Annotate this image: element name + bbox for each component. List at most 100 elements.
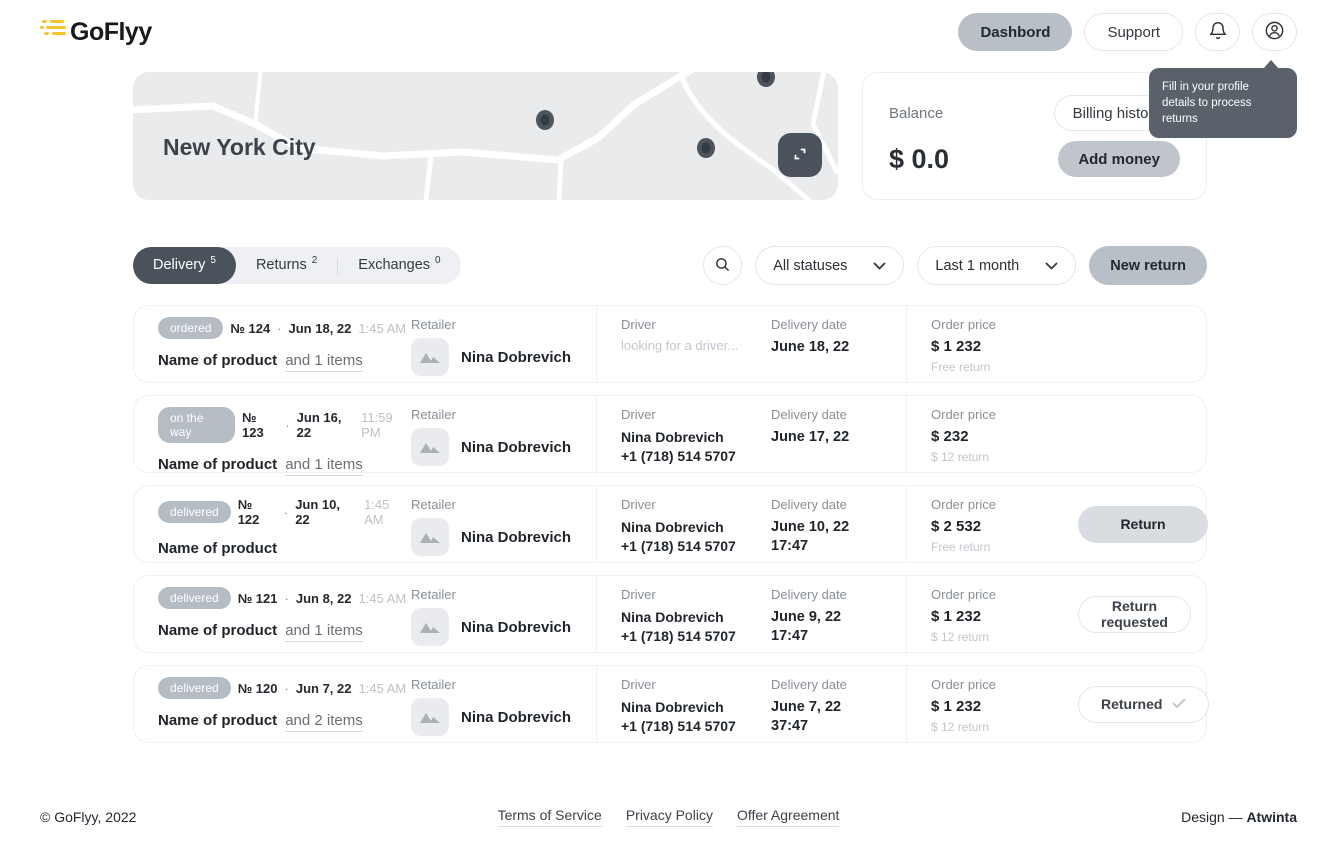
image-placeholder-icon [420, 707, 440, 728]
return-action-button[interactable]: Return [1078, 506, 1208, 543]
order-price-label: Order price [931, 407, 1078, 422]
order-summary-col: delivered № 121 · Jun 8, 22 1:45 AM Name… [158, 576, 411, 652]
order-price-col: Order price $ 1 232 $ 12 return [906, 576, 1078, 652]
delivery-date-value: June 17, 22 [771, 428, 906, 447]
retailer-col: Retailer Nina Dobrevich [411, 396, 596, 476]
driver-label: Driver [621, 317, 771, 332]
map-city-label: New York City [163, 134, 316, 161]
status-select[interactable]: All statuses [755, 246, 904, 285]
return-note: $ 12 return [931, 720, 1078, 734]
driver-phone: +1 (718) 514 5707 [621, 717, 771, 736]
delivery-date-col: Delivery date June 17, 22 [771, 396, 906, 476]
tab-delivery-label: Delivery [153, 247, 205, 284]
return-action-button[interactable]: Returned [1078, 686, 1209, 723]
retailer-avatar [411, 518, 449, 556]
order-price-value: $ 1 232 [931, 698, 1078, 715]
map-card[interactable]: New York City [133, 72, 838, 200]
driver-col: Driver Nina Dobrevich +1 (718) 514 5707 [596, 666, 771, 742]
offer-agreement-link[interactable]: Offer Agreement [737, 807, 839, 827]
delivery-date-value: June 18, 22 [771, 338, 906, 357]
delivery-date-value: June 10, 22 [771, 518, 906, 537]
tab-delivery[interactable]: Delivery5 [133, 247, 236, 284]
image-placeholder-icon [420, 347, 440, 368]
order-time: 11:59 PM [361, 410, 411, 440]
order-price-col: Order price $ 2 532 Free return [906, 486, 1078, 562]
profile-tooltip: Fill in your profile details to process … [1149, 68, 1297, 138]
new-return-button[interactable]: New return [1089, 246, 1207, 285]
retailer-col: Retailer Nina Dobrevich [411, 486, 596, 562]
tab-returns[interactable]: Returns2 [236, 247, 337, 284]
action-col: Return requested [1078, 576, 1191, 652]
order-date-separator: · [284, 505, 288, 520]
product-items-link[interactable]: and 1 items [285, 622, 363, 642]
order-number: № 122 [238, 497, 277, 527]
profile-icon [1264, 20, 1285, 44]
order-date-separator: · [277, 321, 281, 336]
order-date: Jun 16, 22 [297, 410, 354, 440]
order-number: № 124 [230, 321, 270, 336]
order-price-label: Order price [931, 497, 1078, 512]
header: GoFlyy Dashbord Support [0, 0, 1340, 56]
tab-exchanges-label: Exchanges [358, 247, 430, 284]
retailer-name: Nina Dobrevich [461, 439, 571, 456]
order-price-col: Order price $ 1 232 $ 12 return [906, 666, 1078, 742]
order-summary-col: on the way № 123 · Jun 16, 22 11:59 PM N… [158, 396, 411, 476]
image-placeholder-icon [420, 527, 440, 548]
driver-col: Driver looking for a driver... [596, 306, 771, 382]
order-row: on the way № 123 · Jun 16, 22 11:59 PM N… [133, 395, 1207, 473]
product-items-link[interactable]: and 2 items [285, 712, 363, 732]
tab-exchanges-count: 0 [435, 256, 441, 266]
product-name: Name of product [158, 352, 277, 369]
tab-exchanges[interactable]: Exchanges 0 [338, 247, 460, 284]
profile-button[interactable] [1252, 13, 1297, 51]
retailer-col: Retailer Nina Dobrevich [411, 576, 596, 652]
notifications-button[interactable] [1195, 13, 1240, 51]
return-action-button[interactable]: Return requested [1078, 596, 1191, 633]
delivery-date-col: Delivery date June 10, 22 17:47 [771, 486, 906, 562]
period-select[interactable]: Last 1 month [917, 246, 1076, 285]
driver-col: Driver Nina Dobrevich +1 (718) 514 5707 [596, 576, 771, 652]
order-price-value: $ 1 232 [931, 608, 1078, 625]
order-time: 1:45 AM [358, 591, 406, 606]
delivery-date-label: Delivery date [771, 497, 906, 512]
retailer-label: Retailer [411, 587, 596, 602]
order-time: 1:45 AM [358, 321, 406, 336]
order-row: ordered № 124 · Jun 18, 22 1:45 AM Name … [133, 305, 1207, 383]
filter-bar: Delivery5 Returns2 Exchanges 0 [133, 246, 1207, 285]
driver-name: Nina Dobrevich [621, 428, 771, 447]
terms-of-service-link[interactable]: Terms of Service [498, 807, 602, 827]
map-expand-button[interactable] [778, 133, 822, 177]
search-button[interactable] [703, 246, 742, 285]
order-time: 1:45 AM [364, 497, 411, 527]
delivery-date-col: Delivery date June 18, 22 [771, 306, 906, 382]
product-items-link[interactable]: and 1 items [285, 352, 363, 372]
dashboard-button[interactable]: Dashbord [958, 13, 1072, 51]
add-money-button[interactable]: Add money [1058, 141, 1180, 177]
order-price-label: Order price [931, 677, 1078, 692]
status-badge: delivered [158, 587, 231, 609]
delivery-date-col: Delivery date June 9, 22 17:47 [771, 576, 906, 652]
page: GoFlyy Dashbord Support [0, 0, 1340, 846]
status-badge: delivered [158, 677, 231, 699]
retailer-avatar [411, 428, 449, 466]
support-button[interactable]: Support [1084, 13, 1183, 51]
check-icon [1172, 696, 1186, 712]
delivery-time-value: 17:47 [771, 537, 906, 556]
status-badge: delivered [158, 501, 231, 523]
return-note: $ 12 return [931, 450, 1078, 464]
order-row: delivered № 120 · Jun 7, 22 1:45 AM Name… [133, 665, 1207, 743]
status-badge: ordered [158, 317, 223, 339]
search-icon [714, 256, 731, 276]
chevron-down-icon [1045, 258, 1058, 274]
order-summary-col: delivered № 120 · Jun 7, 22 1:45 AM Name… [158, 666, 411, 742]
footer-design-credit: Design — Atwinta [1037, 809, 1297, 825]
privacy-policy-link[interactable]: Privacy Policy [626, 807, 713, 827]
balance-label: Balance [889, 105, 943, 122]
return-note: $ 12 return [931, 630, 1078, 644]
tab-returns-count: 2 [312, 256, 318, 266]
product-items-link[interactable]: and 1 items [285, 456, 363, 476]
period-select-value: Last 1 month [935, 258, 1019, 274]
balance-amount: $ 0.0 [889, 144, 949, 175]
order-price-label: Order price [931, 587, 1078, 602]
main-content: New York City Balance Billing history [133, 56, 1207, 743]
